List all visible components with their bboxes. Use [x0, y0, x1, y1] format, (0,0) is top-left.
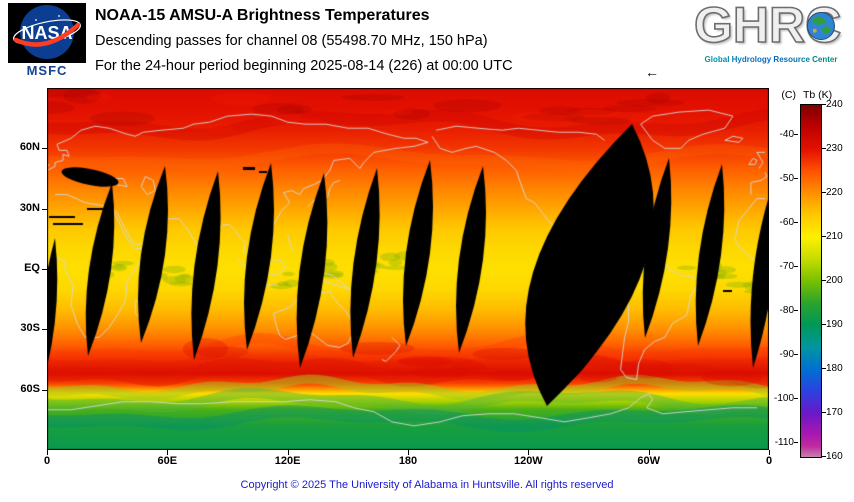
ghrc-logo: GHRC Global Hydrology Resource Center	[693, 0, 850, 72]
lon-label-1: 60E	[157, 455, 178, 467]
kelvin-tick-mark	[822, 368, 826, 369]
celsius-tick-label: -90	[779, 349, 794, 361]
celsius-tick-label: -80	[779, 305, 794, 317]
page-subtitle: Descending passes for channel 08 (55498.…	[95, 33, 488, 49]
lat-label-60S: 60S	[20, 382, 40, 395]
kelvin-tick-mark	[822, 456, 826, 457]
kelvin-tick-label: 210	[826, 231, 843, 242]
lon-label-2: 120E	[274, 455, 301, 467]
lon-label-5: 60W	[637, 455, 660, 467]
celsius-unit-label: (C)	[781, 89, 796, 101]
lat-label-30S: 30S	[20, 322, 40, 335]
kelvin-tick-mark	[822, 324, 826, 325]
colorbar-gradient	[800, 104, 822, 458]
lat-tick-mark	[42, 148, 47, 150]
previous-image-arrow-link[interactable]: ←	[645, 64, 659, 80]
kelvin-tick-mark	[822, 104, 826, 105]
kelvin-tick-mark	[822, 192, 826, 193]
period-line: For the 24-hour period beginning 2025-08…	[95, 58, 513, 74]
celsius-tick-mark	[794, 310, 798, 312]
celsius-tick-mark	[794, 178, 798, 180]
kelvin-tick-label: 180	[826, 363, 843, 374]
celsius-tick-mark	[794, 442, 798, 444]
lat-label-30N: 30N	[19, 201, 40, 214]
lon-tick-mark	[528, 450, 530, 455]
lon-tick-mark	[47, 450, 48, 455]
kelvin-tick-mark	[822, 236, 826, 237]
ghrc-tagline: Global Hydrology Resource Center	[688, 55, 854, 64]
lon-label-4: 120W	[513, 455, 543, 467]
lon-label-3: 180	[398, 455, 418, 467]
lat-tick-mark	[42, 269, 47, 270]
kelvin-tick-mark	[822, 412, 826, 413]
lon-tick-mark	[167, 450, 169, 455]
lon-tick-mark	[648, 450, 650, 455]
celsius-tick-mark	[794, 398, 798, 400]
nasa-logo: NASA	[8, 3, 86, 63]
celsius-tick-label: -70	[779, 261, 794, 273]
celsius-tick-label: -60	[779, 217, 794, 229]
lat-label-EQ: EQ	[24, 262, 40, 274]
kelvin-tick-label: 170	[826, 407, 843, 418]
celsius-tick-mark	[794, 134, 798, 136]
brightness-temperature-map	[47, 88, 769, 450]
msfc-label: MSFC	[26, 63, 68, 78]
globe-icon	[807, 12, 835, 40]
kelvin-unit-label: Tb (K)	[803, 89, 833, 101]
celsius-tick-mark	[794, 222, 798, 224]
celsius-tick-label: -40	[779, 129, 794, 141]
lat-tick-mark	[42, 208, 47, 210]
kelvin-tick-label: 190	[826, 319, 843, 330]
celsius-tick-mark	[794, 266, 798, 268]
lon-tick-mark	[769, 450, 770, 455]
lon-tick-mark	[408, 450, 409, 455]
nasa-swoosh	[13, 22, 81, 47]
kelvin-tick-label: 200	[826, 275, 843, 286]
lat-tick-mark	[42, 389, 47, 391]
celsius-tick-label: -50	[779, 173, 794, 185]
celsius-tick-label: -110	[774, 437, 794, 449]
lat-tick-mark	[42, 329, 47, 331]
kelvin-tick-label: 220	[826, 187, 843, 198]
lat-label-60N: 60N	[19, 141, 40, 154]
page-title: NOAA-15 AMSU-A Brightness Temperatures	[95, 7, 430, 24]
lon-label-0: 0	[43, 455, 51, 467]
celsius-tick-mark	[794, 354, 798, 356]
kelvin-tick-mark	[822, 148, 826, 149]
kelvin-tick-label: 160	[826, 451, 843, 462]
kelvin-tick-label: 230	[826, 143, 843, 154]
nasa-meatball-icon: NASA	[13, 5, 81, 59]
kelvin-tick-label: 240	[826, 99, 843, 110]
kelvin-tick-mark	[822, 280, 826, 281]
lon-label-6: 0	[765, 455, 773, 467]
lon-tick-mark	[287, 450, 289, 455]
celsius-tick-label: -100	[773, 393, 794, 405]
copyright-footer: Copyright © 2025 The University of Alaba…	[240, 479, 614, 491]
